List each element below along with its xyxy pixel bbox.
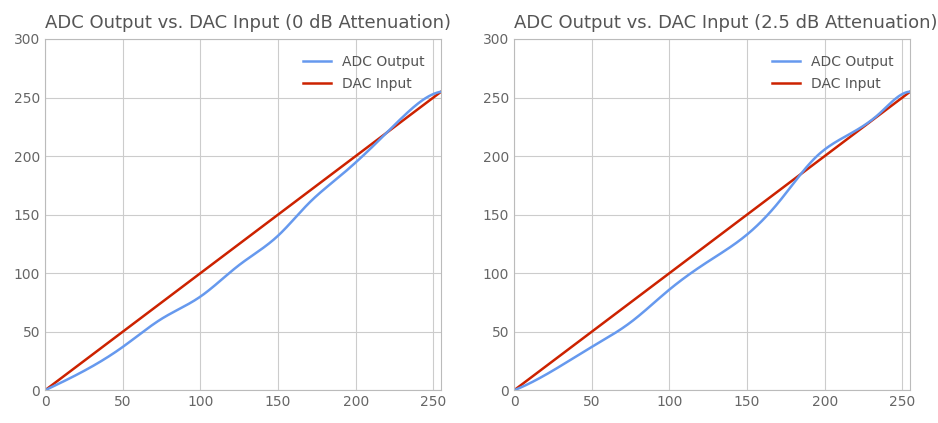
DAC Input <box>833 143 844 148</box>
DAC Input <box>435 89 446 94</box>
ADC Output <box>426 92 437 97</box>
DAC Input <box>426 96 437 102</box>
ADC Output <box>833 138 844 143</box>
DAC Input <box>254 226 265 231</box>
Legend: ADC Output, DAC Input: ADC Output, DAC Input <box>297 49 431 97</box>
DAC Input <box>723 226 734 231</box>
DAC Input <box>230 244 241 249</box>
Line: DAC Input: DAC Input <box>514 92 910 390</box>
ADC Output <box>39 388 51 393</box>
ADC Output <box>364 147 375 152</box>
ADC Output <box>254 248 265 253</box>
ADC Output <box>228 267 239 272</box>
ADC Output <box>895 93 906 98</box>
ADC Output <box>699 261 710 266</box>
ADC Output <box>744 230 755 235</box>
DAC Input <box>699 244 710 249</box>
ADC Output <box>230 265 241 270</box>
DAC Input <box>508 388 520 393</box>
DAC Input <box>228 246 239 251</box>
Line: DAC Input: DAC Input <box>45 92 441 390</box>
ADC Output <box>697 263 708 268</box>
Line: ADC Output: ADC Output <box>514 92 910 390</box>
DAC Input <box>904 89 915 94</box>
DAC Input <box>697 246 708 251</box>
ADC Output <box>904 89 915 94</box>
ADC Output <box>435 89 446 94</box>
DAC Input <box>895 96 906 102</box>
DAC Input <box>275 210 286 215</box>
Text: ADC Output vs. DAC Input (0 dB Attenuation): ADC Output vs. DAC Input (0 dB Attenuati… <box>45 14 451 32</box>
ADC Output <box>275 231 286 236</box>
DAC Input <box>744 210 755 215</box>
Line: ADC Output: ADC Output <box>45 92 441 390</box>
ADC Output <box>508 388 520 393</box>
DAC Input <box>364 143 375 148</box>
ADC Output <box>723 246 734 251</box>
Text: ADC Output vs. DAC Input (2.5 dB Attenuation): ADC Output vs. DAC Input (2.5 dB Attenua… <box>514 14 938 32</box>
DAC Input <box>39 388 51 393</box>
Legend: ADC Output, DAC Input: ADC Output, DAC Input <box>766 49 900 97</box>
